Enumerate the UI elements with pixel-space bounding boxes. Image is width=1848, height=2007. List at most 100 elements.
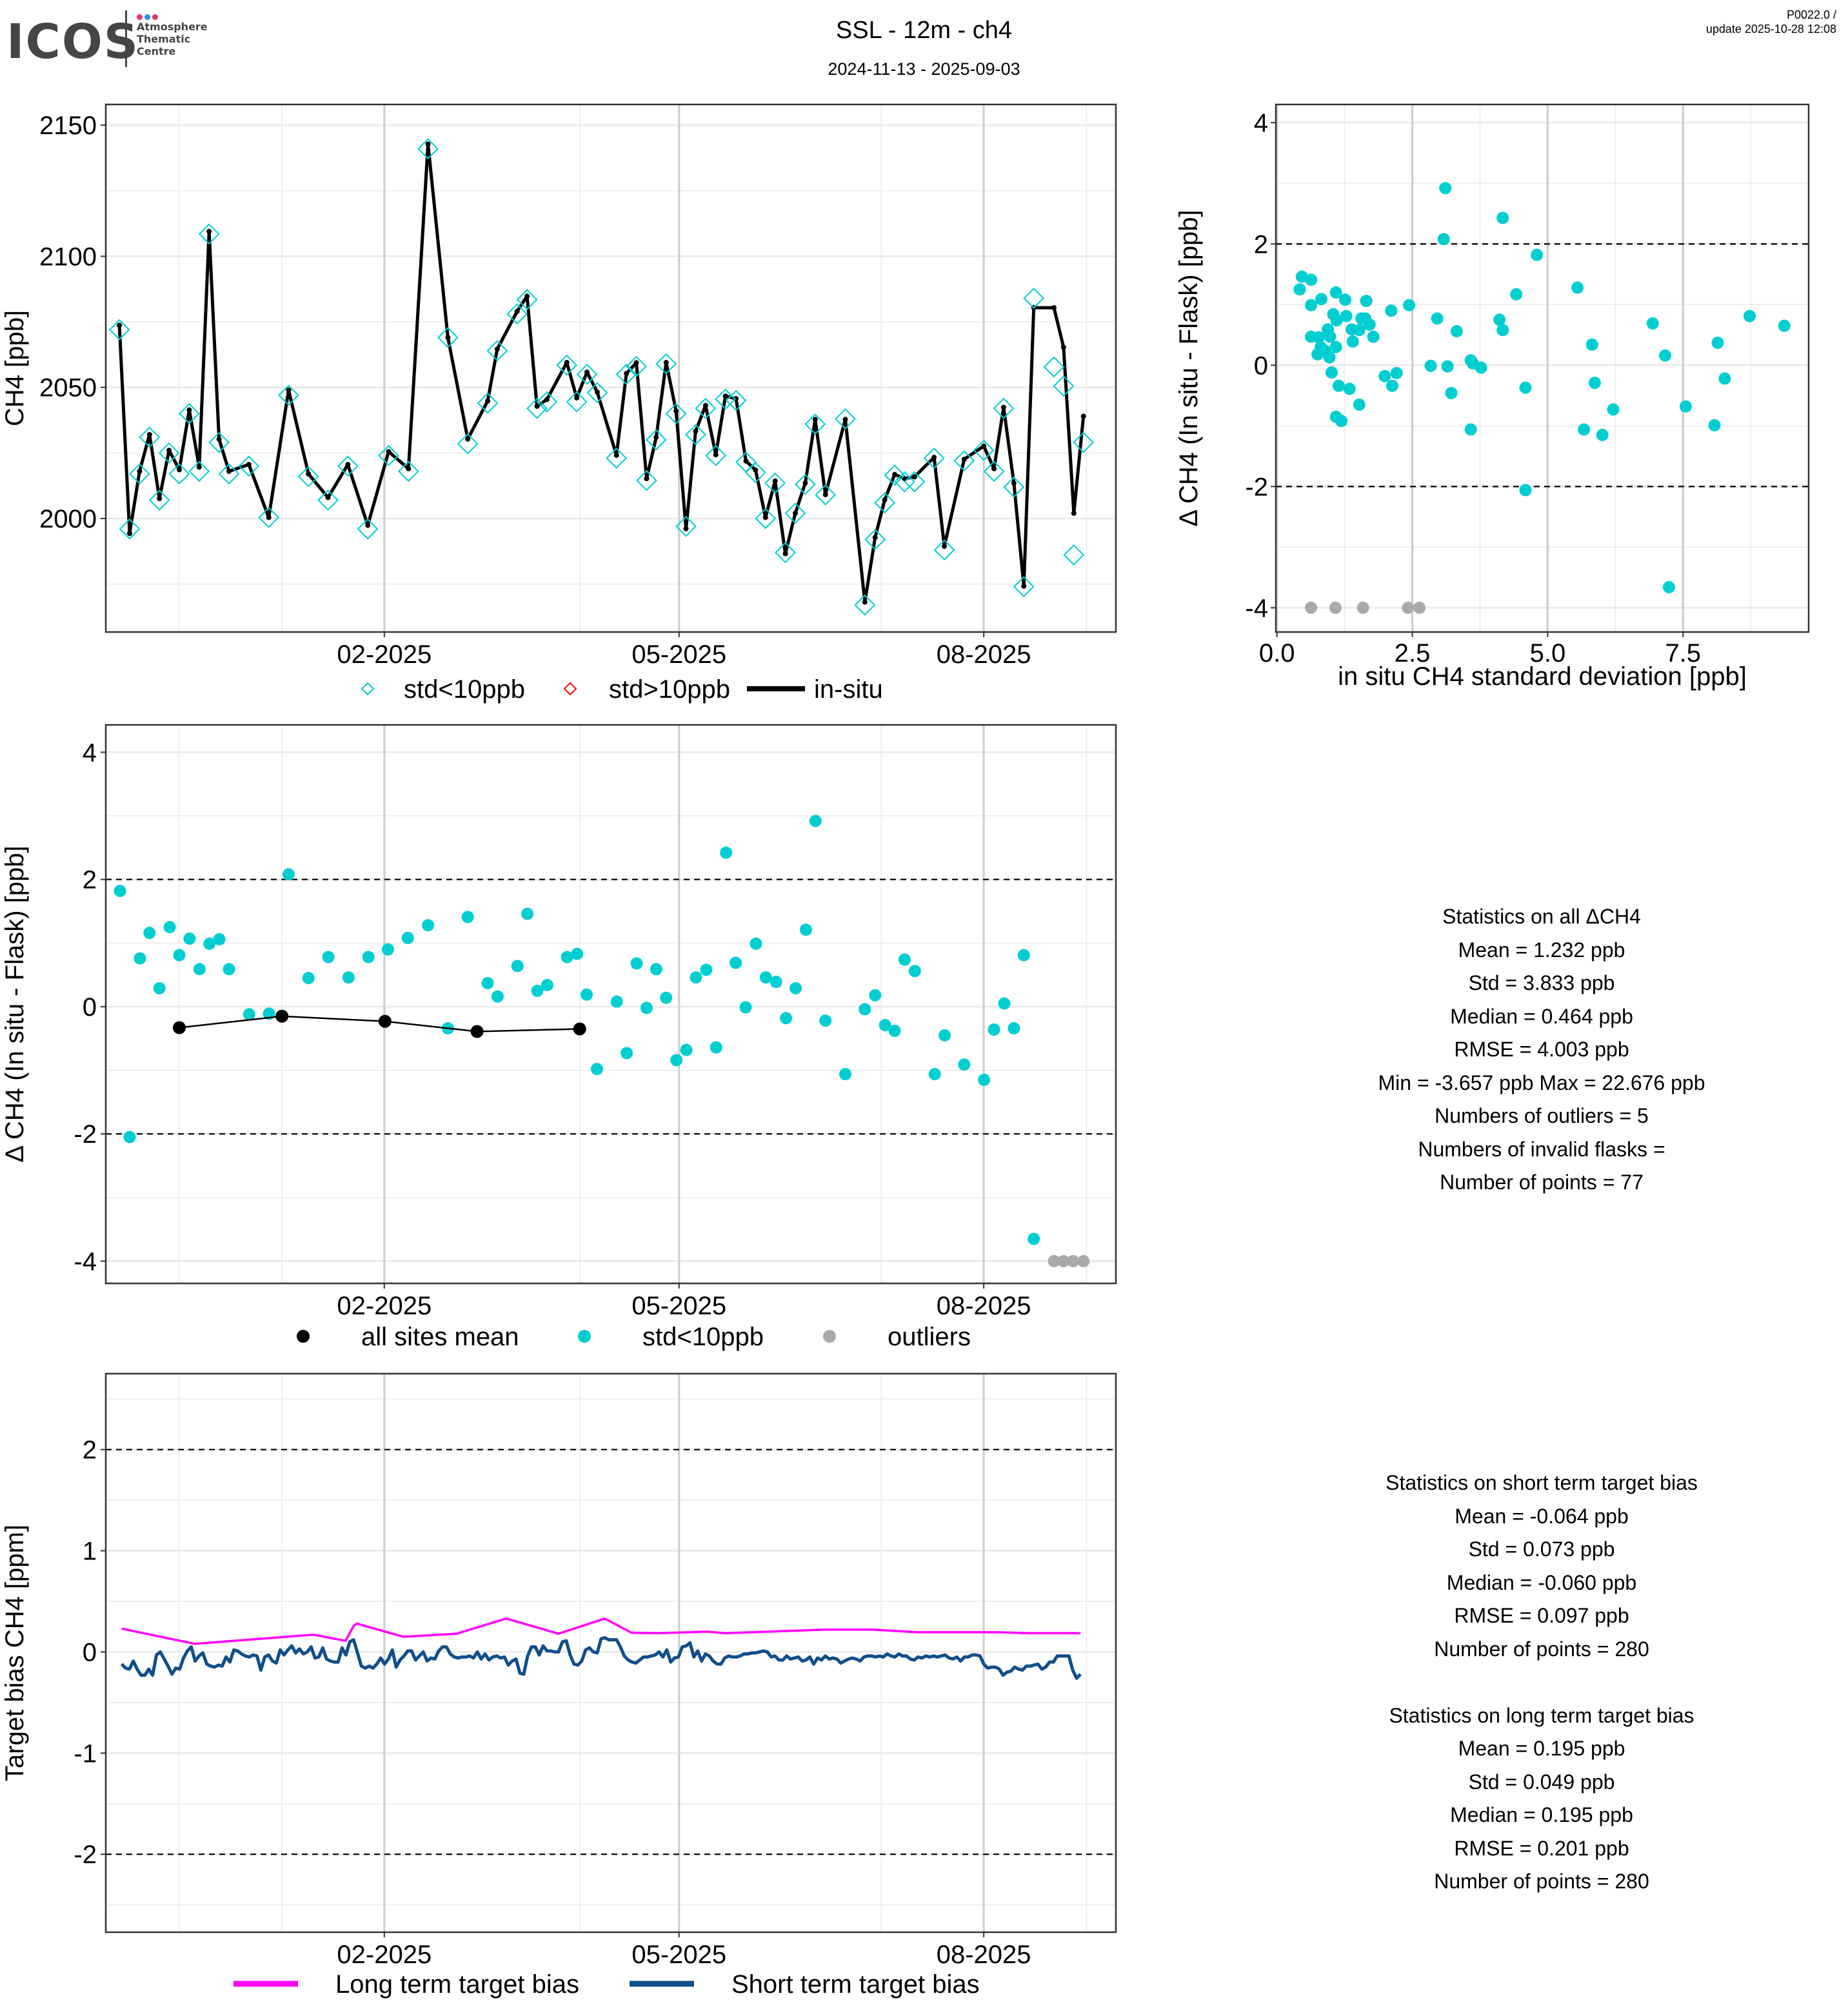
insitu-point [624, 371, 630, 377]
flask-point [278, 384, 299, 406]
y-tick-label: 2050 [39, 374, 97, 402]
stats-line: RMSE = 0.201 ppb [1454, 1836, 1629, 1860]
delta-point [163, 921, 176, 934]
insitu-point [663, 360, 669, 366]
flask-point [397, 460, 419, 482]
flask-point [357, 518, 379, 540]
insitu-point [465, 436, 471, 442]
delta-point [958, 1058, 971, 1071]
flask-point [486, 340, 508, 362]
scatter-point [1711, 337, 1724, 350]
insitu-point [406, 466, 412, 471]
scatter-point [1437, 233, 1450, 246]
scatter-point [1346, 335, 1359, 348]
delta-point [381, 943, 394, 956]
flask-point [615, 363, 637, 385]
insitu-point [1051, 305, 1057, 311]
delta-point [879, 1019, 891, 1032]
stats-line: Statistics on long term target bias [1389, 1703, 1694, 1727]
x-tick-label: 0.0 [1259, 639, 1295, 667]
scatter-point [1708, 419, 1721, 431]
insitu-point [981, 443, 987, 449]
scatter-point [1315, 293, 1328, 306]
all-sites-mean-point [573, 1022, 586, 1036]
legend-point-icon [773, 686, 779, 691]
flask-point [238, 455, 260, 477]
insitu-point [991, 466, 997, 471]
scatter-point [1340, 310, 1353, 322]
insitu-point [494, 346, 500, 352]
x-tick-label: 2.5 [1395, 639, 1431, 667]
scatter-point [1360, 295, 1373, 308]
scatter-point [1363, 318, 1376, 331]
delta-point [759, 971, 772, 984]
delta-point [193, 963, 206, 976]
legend-label: in-situ [814, 675, 883, 704]
y-tick-label: 0 [83, 1638, 97, 1666]
delta-point [839, 1067, 852, 1080]
delta-point [541, 978, 553, 991]
scatter-point [1450, 325, 1463, 338]
logo-text: ICOS [6, 14, 140, 70]
delta-point [898, 953, 911, 966]
y-tick-label: -4 [1245, 594, 1268, 622]
scatter-point [1305, 273, 1318, 286]
delta-point [461, 911, 474, 924]
legend-label: std<10ppb [404, 675, 525, 704]
flask-point [188, 460, 210, 482]
insitu-point [196, 464, 202, 470]
scatter-point [1588, 377, 1601, 390]
all-sites-mean-point [470, 1025, 484, 1038]
scatter-point [1431, 312, 1444, 325]
y-tick-label: 2000 [39, 505, 97, 533]
insitu-point [911, 474, 917, 480]
outlier-point [1077, 1254, 1090, 1267]
insitu-point [892, 471, 898, 477]
delta-point [243, 1008, 255, 1021]
stats-line: Number of points = 77 [1440, 1171, 1644, 1194]
insitu-point [613, 452, 619, 458]
logo-subtitle: Atmosphere Thematic Centre [137, 21, 208, 57]
stats-line: Std = 0.073 ppb [1468, 1537, 1615, 1561]
all-sites-mean-point [172, 1021, 186, 1034]
insitu-point [564, 360, 570, 366]
delta-point [750, 937, 762, 950]
insitu-point [126, 531, 132, 537]
scatter-point [1353, 324, 1366, 337]
flask-point [506, 303, 528, 325]
flask-point [168, 463, 190, 485]
flask-point [258, 506, 280, 528]
insitu-point [1000, 404, 1006, 410]
delta-point [610, 995, 623, 1008]
plot-frame [104, 1372, 1117, 1933]
stats-line: RMSE = 4.003 ppb [1454, 1038, 1629, 1061]
flask-point [317, 489, 339, 511]
all-sites-mean-point [275, 1009, 289, 1023]
y-axis-label: Target bias CH4 [ppm] [1, 1525, 29, 1781]
y-tick-label: -2 [74, 1120, 97, 1149]
delta-point [362, 951, 375, 964]
flask-point [556, 354, 578, 376]
flask-point [784, 502, 806, 524]
scatter-point [1646, 317, 1659, 330]
scatter-point [1323, 351, 1336, 364]
stats-line [1284, 1666, 1800, 1699]
delta-point [282, 868, 295, 881]
delta-point [690, 971, 702, 984]
flask-point [536, 391, 558, 413]
insitu-point [822, 491, 828, 497]
insitu-point [633, 360, 639, 366]
insitu-point [872, 535, 878, 540]
flask-point [725, 390, 747, 411]
outlier-point [1329, 601, 1342, 614]
flask-point [874, 492, 896, 513]
x-axis-label: in situ CH4 standard deviation [ppb] [1338, 662, 1747, 691]
delta-point [640, 1002, 653, 1014]
flask-point [128, 463, 150, 485]
x-tick-label: 05-2025 [631, 1941, 726, 1969]
delta-point [680, 1043, 693, 1056]
delta-point [819, 1014, 832, 1027]
insitu-point [484, 398, 490, 404]
flask-point [378, 444, 399, 466]
delta-point [223, 963, 235, 976]
